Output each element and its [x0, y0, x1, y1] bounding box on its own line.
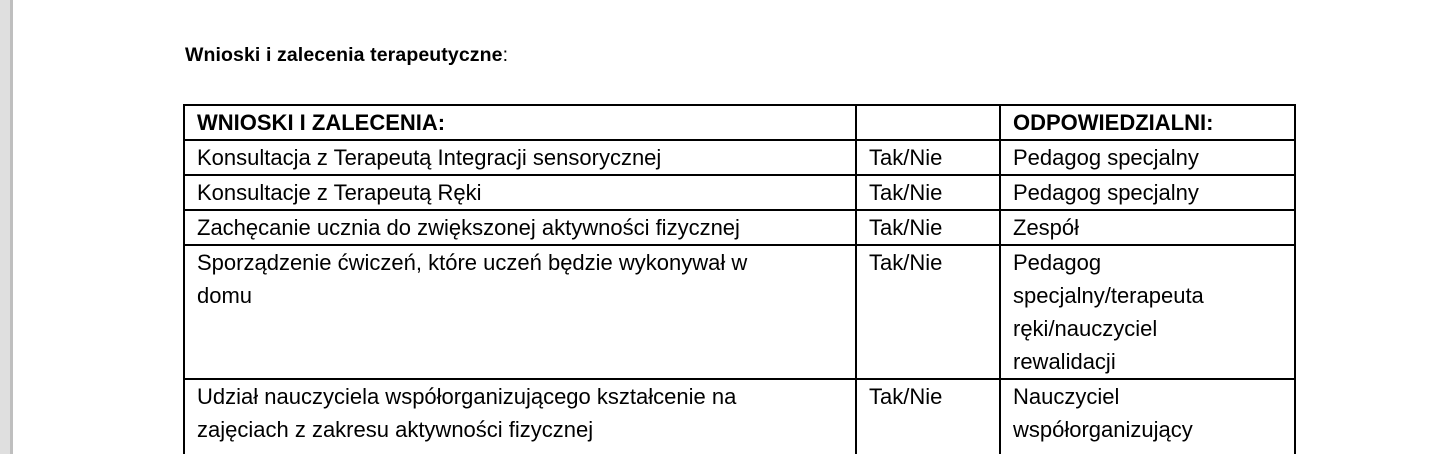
header-cell-responsible: ODPOWIEDZIALNI:: [999, 104, 1296, 141]
tak-nie-cell: Tak/Nie: [855, 174, 1001, 211]
table-row: Zachęcanie ucznia do zwiększonej aktywno…: [183, 209, 1296, 246]
recommendations-table: WNIOSKI I ZALECENIA: ODPOWIEDZIALNI: Kon…: [183, 104, 1296, 454]
page-margin-strip: [0, 0, 10, 454]
tak-nie-cell: Tak/Nie: [855, 209, 1001, 246]
recommendation-cell: Konsultacje z Terapeutą Ręki: [183, 174, 857, 211]
table-row: Udział nauczyciela współorganizującego k…: [183, 378, 1296, 454]
header-cell-choice-empty: [855, 104, 1001, 141]
document-title-text: Wnioski i zalecenia terapeutyczne: [185, 44, 503, 66]
tak-nie-cell: Tak/Nie: [855, 244, 1001, 380]
responsible-cell: Pedagog specjalny: [999, 139, 1296, 176]
tak-nie-cell: Tak/Nie: [855, 139, 1001, 176]
responsible-cell: Pedagog specjalny/terapeuta ręki/nauczyc…: [999, 244, 1296, 380]
table-row: Konsultacja z Terapeutą Integracji senso…: [183, 139, 1296, 176]
table-row: Sporządzenie ćwiczeń, które uczeń będzie…: [183, 244, 1296, 380]
responsible-cell: Nauczyciel współorganizujący kształcenie: [999, 378, 1296, 454]
recommendation-cell: Konsultacja z Terapeutą Integracji senso…: [183, 139, 857, 176]
header-cell-recommendations: WNIOSKI I ZALECENIA:: [183, 104, 857, 141]
recommendation-cell: Zachęcanie ucznia do zwiększonej aktywno…: [183, 209, 857, 246]
responsible-cell: Pedagog specjalny: [999, 174, 1296, 211]
document-title: Wnioski i zalecenia terapeutyczne:: [185, 43, 508, 67]
table-row: Konsultacje z Terapeutą Ręki Tak/Nie Ped…: [183, 174, 1296, 211]
table-header-row: WNIOSKI I ZALECENIA: ODPOWIEDZIALNI:: [183, 104, 1296, 141]
tak-nie-cell: Tak/Nie: [855, 378, 1001, 454]
responsible-cell: Zespół: [999, 209, 1296, 246]
recommendation-cell: Udział nauczyciela współorganizującego k…: [183, 378, 857, 454]
recommendation-cell: Sporządzenie ćwiczeń, które uczeń będzie…: [183, 244, 857, 380]
document-title-colon: :: [502, 44, 509, 66]
page-edge-divider: [10, 0, 13, 454]
